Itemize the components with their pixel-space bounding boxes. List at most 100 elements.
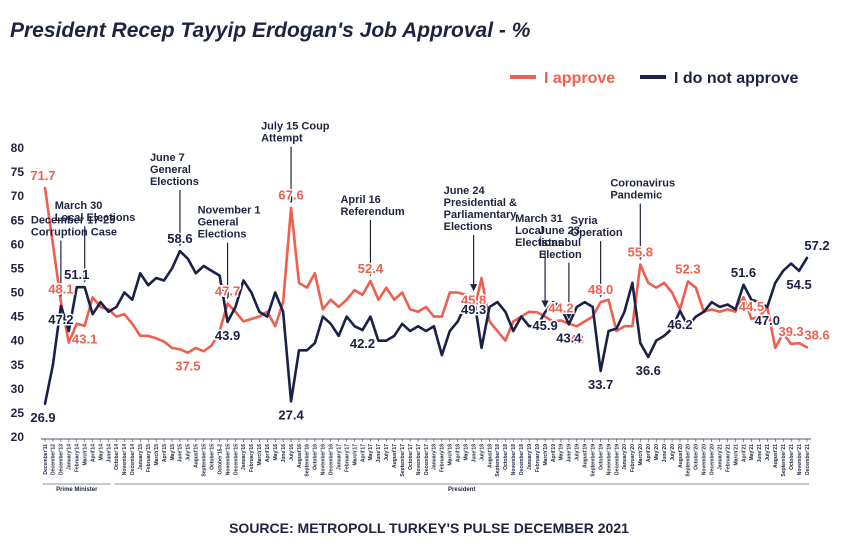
x-tick-label: October'21 [789, 444, 795, 470]
annotation-text: Elections [198, 229, 247, 241]
approve-data-label: 48.1 [48, 282, 73, 297]
x-tick-label: May'16 [273, 444, 279, 461]
disapprove-data-label: 58.6 [167, 231, 192, 246]
x-tick-label: June'19 [567, 444, 573, 463]
y-tick-label: 30 [11, 382, 25, 396]
x-tick-label: February'16 [249, 444, 255, 472]
x-tick-label: May'17 [368, 444, 374, 461]
y-tick-label: 50 [11, 286, 25, 300]
approve-data-label: 44.2 [548, 300, 573, 315]
disapprove-data-label: 49.3 [461, 302, 486, 317]
annotation-text: March 30 [55, 200, 103, 212]
x-tick-label: December'18 [519, 444, 525, 475]
approve-data-label: 45.8 [461, 293, 486, 308]
disapprove-data-label: 54.5 [786, 277, 811, 292]
annotation-text: Elections [150, 176, 199, 188]
x-tick-label: March'20 [638, 444, 644, 466]
x-tick-label: September'20 [686, 444, 692, 477]
x-tick-label: January'20 [622, 444, 628, 470]
x-tick-label: June'20 [662, 444, 668, 463]
disapprove-data-label: 33.7 [588, 377, 613, 392]
y-tick-label: 70 [11, 189, 25, 203]
x-tick-label: July'15 [186, 444, 192, 461]
annotation-text: Local [515, 225, 544, 237]
x-tick-label: December'19 [614, 444, 620, 475]
x-tick-label: December'12 [51, 444, 57, 475]
x-tick-label: July'18 [479, 444, 485, 461]
x-tick-label: February'15 [146, 444, 152, 472]
x-tick-label: April'19 [551, 444, 557, 462]
x-tick-label: November'17 [416, 444, 422, 475]
approve-data-label: 44.5 [739, 299, 764, 314]
approve-data-label: 43 [570, 332, 584, 347]
x-tick-label: April'18 [456, 444, 462, 462]
source-note: SOURCE: METROPOLL TURKEY'S PULSE DECEMBE… [229, 520, 629, 536]
x-tick-label: October'15 [209, 444, 215, 470]
x-tick-label: September'17 [400, 444, 406, 477]
x-tick-label: May'15 [170, 444, 176, 461]
x-tick-label: October'15-2 [217, 444, 223, 475]
y-tick-label: 55 [11, 261, 25, 275]
approve-line [43, 186, 809, 355]
legend-disapprove-label: I do not approve [674, 70, 799, 87]
disapprove-data-label: 27.4 [278, 407, 304, 422]
annotation-text: Elections [515, 237, 564, 249]
disapprove-data-label: 43.4 [556, 330, 582, 345]
x-tick-label: March'21 [733, 444, 739, 466]
x-tick-label: June'21 [757, 444, 763, 463]
x-tick-label: March'16 [257, 444, 263, 466]
disapprove-data-label: 42.2 [350, 336, 375, 351]
annotation-text: November 1 [198, 205, 261, 217]
period-label-president: President [448, 487, 475, 493]
x-tick-label: July'21 [765, 444, 771, 461]
approve-data-label: 47.7 [215, 284, 240, 299]
y-tick-label: 40 [11, 334, 25, 348]
disapprove-data-label: 51.1 [64, 267, 89, 282]
x-tick-label: October'18 [503, 444, 509, 470]
disapprove-line [43, 249, 809, 406]
x-tick-label: November'18 [511, 444, 517, 475]
x-tick-label: November'21 [797, 444, 803, 475]
approve-data-label: 37.5 [175, 359, 200, 374]
x-tick-label: November'16 [321, 444, 327, 475]
approve-data-label: 39.3 [778, 324, 803, 339]
annotation-text: Pandemic [610, 190, 662, 202]
annotation-text: June 23 [539, 225, 580, 237]
x-tick-label: September'16 [305, 444, 311, 477]
x-tick-label: February'18 [440, 444, 446, 472]
x-tick-label: August'19 [583, 444, 589, 468]
approve-data-label: 38.6 [804, 327, 829, 342]
x-tick-label: May'21 [749, 444, 755, 461]
y-tick-label: 45 [11, 310, 25, 324]
x-tick-label: October'16 [313, 444, 319, 470]
x-tick-label: June'17 [376, 444, 382, 463]
x-tick-label: December'17 [424, 444, 430, 475]
annotation-text: İstanbul [539, 236, 581, 249]
approve-data-label: 43.1 [72, 332, 97, 347]
disapprove-data-label: 45.9 [532, 318, 557, 333]
x-tick-label: April'17 [360, 444, 366, 462]
x-tick-label: October'19 [598, 444, 604, 470]
data-labels: 71.7 48.1 43.1 37.5 47.7 67.6 52.4 45.8 44.2 43 48… [29, 166, 831, 426]
annotation-text: June 24 [444, 185, 486, 197]
annotation-text: Local Elections [55, 212, 136, 224]
annotation-text: December 17-25 [31, 215, 115, 227]
y-tick-label: 60 [11, 237, 25, 251]
annotation-text: Coronavirus [610, 178, 675, 190]
x-tick-label: August'18 [487, 444, 493, 468]
annotation-text: General [198, 217, 239, 229]
approve-data-label: 52.4 [358, 261, 384, 276]
disapprove-data-label: 36.6 [636, 363, 661, 378]
disapprove-data-label: 51.6 [731, 265, 756, 280]
annotation-text: Attempt [261, 133, 303, 145]
x-tick-label: January'17 [336, 444, 342, 470]
legend-approve-label: I approve [544, 70, 615, 87]
x-tick-label: July'16 [289, 444, 295, 461]
y-tick-label: 75 [11, 165, 25, 179]
y-axis: 20 25 30 35 40 45 50 55 60 65 70 75 80 [11, 141, 25, 444]
